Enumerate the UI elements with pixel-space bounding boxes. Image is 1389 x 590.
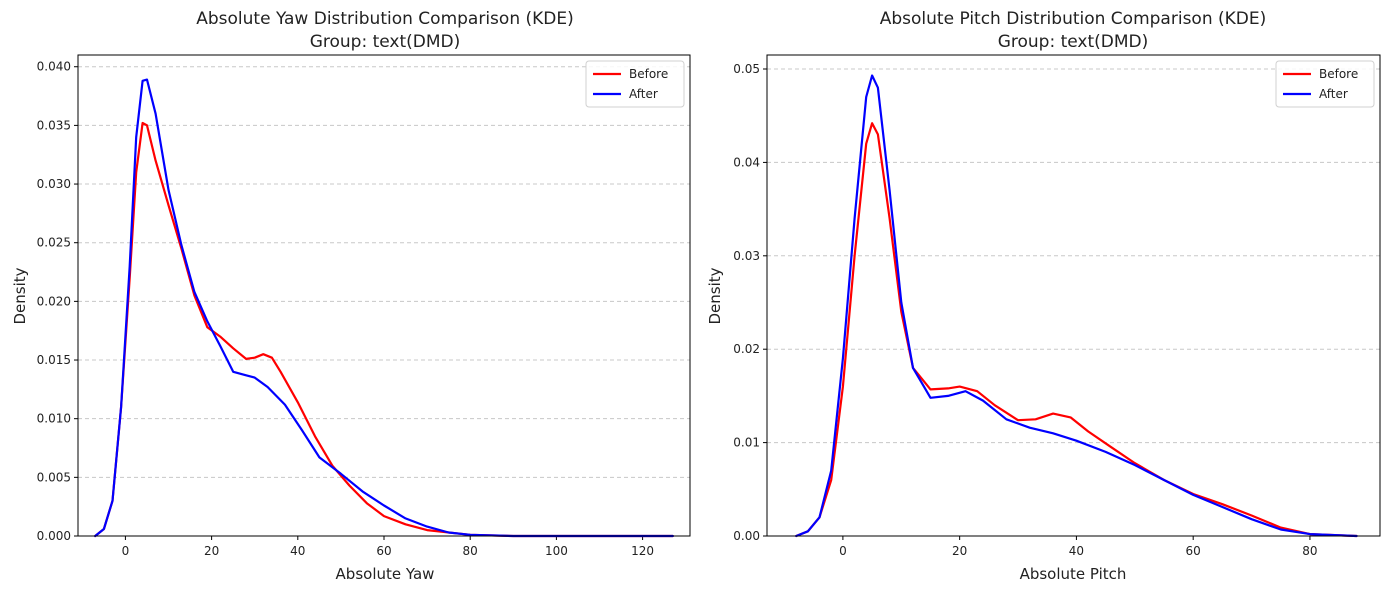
chart-subtitle: Group: text(DMD) (998, 32, 1149, 52)
x-axis-label: Absolute Pitch (1020, 565, 1127, 583)
y-axis-label: Density (11, 267, 29, 324)
series-line-before (94, 121, 674, 538)
chart-yaw: Absolute Yaw Distribution Comparison (KD… (11, 9, 691, 583)
plot-area: 0.000 0.005 0.010 0.015 0.020 0.025 0.030 0.035… (37, 54, 691, 558)
y-tick-label: 0.000 (37, 529, 71, 543)
x-tick-label: 0 (122, 544, 130, 558)
y-tick-label: 0.05 (733, 62, 760, 76)
y-tick-label: 0.035 (37, 118, 71, 132)
x-tick-label: 40 (1069, 544, 1084, 558)
y-tick-label: 0.030 (37, 177, 71, 191)
y-tick-label: 0.020 (37, 294, 71, 308)
y-tick-label: 0.00 (733, 529, 760, 543)
y-tick-label: 0.010 (37, 412, 71, 426)
legend-label: Before (629, 67, 668, 81)
legend-label: After (629, 87, 658, 101)
y-tick-label: 0.02 (733, 342, 760, 356)
series-line-before (795, 122, 1358, 538)
x-tick-label: 0 (839, 544, 847, 558)
x-axis-label: Absolute Yaw (336, 565, 435, 583)
plot-area: 0.00 0.01 0.02 0.03 0.04 0.05 0 20 40 60 80 Before A… (733, 54, 1381, 558)
x-tick-label: 120 (631, 544, 654, 558)
y-tick-label: 0.04 (733, 155, 760, 169)
y-tick-label: 0.03 (733, 249, 760, 263)
x-tick-label: 20 (204, 544, 219, 558)
plot-frame (77, 54, 691, 537)
chart-subtitle: Group: text(DMD) (310, 32, 461, 52)
y-tick-label: 0.015 (37, 353, 71, 367)
x-tick-label: 40 (290, 544, 305, 558)
series-line-after (94, 78, 674, 538)
series-line-after (795, 74, 1358, 538)
chart-title: Absolute Yaw Distribution Comparison (KD… (196, 9, 574, 29)
y-tick-label: 0.025 (37, 236, 71, 250)
y-tick-label: 0.040 (37, 60, 71, 74)
x-tick-label: 80 (463, 544, 478, 558)
plot-frame (766, 54, 1381, 537)
x-tick-label: 20 (952, 544, 967, 558)
chart-title: Absolute Pitch Distribution Comparison (… (880, 9, 1267, 29)
x-tick-label: 80 (1302, 544, 1317, 558)
x-tick-label: 60 (376, 544, 391, 558)
legend-box (1275, 60, 1375, 108)
y-tick-label: 0.01 (733, 436, 760, 450)
chart-pitch: Absolute Pitch Distribution Comparison (… (706, 9, 1381, 583)
legend-box (585, 60, 685, 108)
y-axis-label: Density (706, 267, 724, 324)
legend-label: Before (1319, 67, 1358, 81)
legend-label: After (1319, 87, 1348, 101)
x-tick-label: 60 (1186, 544, 1201, 558)
y-tick-label: 0.005 (37, 470, 71, 484)
x-tick-label: 100 (545, 544, 568, 558)
